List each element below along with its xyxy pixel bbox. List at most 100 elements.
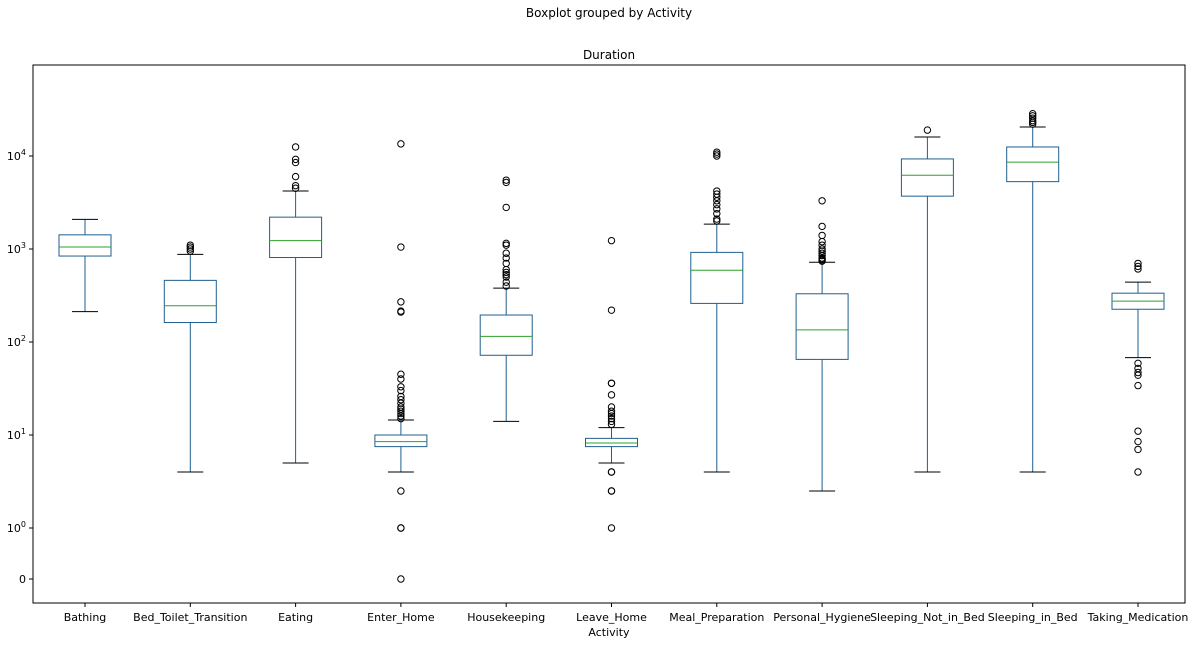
outlier-point — [397, 403, 405, 411]
outlier-point — [607, 417, 616, 426]
outlier-point — [713, 200, 721, 209]
outlier-point — [1134, 445, 1142, 454]
outlier-point — [502, 249, 510, 257]
outlier-point — [713, 187, 721, 195]
outlier-point — [923, 126, 932, 134]
outlier-point — [502, 203, 510, 212]
plot-area — [32, 64, 1186, 604]
outlier-point — [502, 273, 510, 281]
outlier-point — [607, 412, 616, 420]
box-series — [58, 109, 1165, 583]
x-tick-label: Eating — [278, 611, 313, 624]
outlier-point — [1134, 265, 1142, 273]
outlier-point — [186, 241, 195, 249]
outlier-point — [1134, 364, 1142, 373]
outlier-point — [397, 575, 405, 583]
y-tick-label: 103 — [7, 241, 26, 256]
outlier-point — [1134, 259, 1142, 268]
outlier-point — [607, 391, 616, 399]
box-Bed_Toilet_Transition — [163, 241, 217, 473]
outlier-point — [1134, 359, 1142, 368]
outlier-point — [818, 249, 826, 257]
outlier-point — [502, 282, 510, 290]
y-axis: 0 100 101 102 103 104 — [7, 148, 33, 586]
outlier-point — [607, 524, 616, 532]
outlier-point — [502, 239, 510, 248]
outlier-point — [291, 181, 300, 190]
outlier-point — [607, 403, 616, 411]
outlier-point — [397, 386, 405, 395]
outlier-point — [818, 222, 826, 231]
outlier-point — [186, 245, 195, 253]
outlier-point — [397, 370, 405, 378]
outlier-point — [1134, 368, 1142, 377]
x-tick-label: Meal_Preparation — [669, 611, 764, 624]
x-tick-label: Personal_Hygiene — [773, 611, 871, 624]
x-tick-label: Sleeping_Not_in_Bed — [870, 611, 985, 624]
y-tick-label: 100 — [7, 520, 26, 535]
y-tick-label: 104 — [7, 148, 26, 163]
outlier-point — [1134, 381, 1142, 390]
box-Meal_Preparation — [690, 148, 744, 473]
figure-suptitle: Boxplot grouped by Activity — [526, 6, 692, 20]
outlier-point — [502, 278, 510, 286]
outlier-point — [291, 155, 300, 164]
outlier-point — [291, 172, 300, 181]
outlier-point — [713, 205, 721, 213]
outlier-point — [397, 140, 405, 148]
outlier-point — [607, 236, 616, 245]
outlier-point — [502, 259, 510, 268]
iqr-box — [163, 279, 217, 324]
x-tick-label: Sleeping_in_Bed — [988, 611, 1078, 624]
outlier-point — [291, 143, 300, 151]
outlier-point — [397, 383, 405, 391]
x-tick-label: Enter_Home — [367, 611, 435, 624]
x-tick-label: Taking_Medication — [1087, 611, 1189, 624]
outlier-point — [1134, 427, 1142, 435]
box-Housekeeping — [479, 176, 533, 422]
outlier-point — [397, 414, 405, 423]
outlier-point — [713, 150, 721, 158]
outlier-point — [397, 487, 405, 495]
chart-title: Duration — [583, 48, 635, 62]
y-tick-label: 102 — [7, 334, 26, 349]
outlier-point — [1134, 437, 1142, 446]
outlier-point — [818, 231, 826, 240]
outlier-point — [291, 184, 300, 192]
outlier-point — [713, 209, 721, 218]
outlier-point — [713, 217, 721, 225]
outlier-point — [607, 306, 616, 314]
outlier-point — [607, 414, 616, 423]
outlier-point — [397, 395, 405, 404]
outlier-point — [291, 158, 300, 167]
outlier-point — [397, 412, 405, 420]
x-axis: Bathing Bed_Toilet_Transition Eating Enter_… — [64, 603, 1189, 624]
iqr-box — [58, 234, 112, 257]
x-axis-label: Activity — [588, 626, 630, 639]
outlier-point — [818, 254, 826, 262]
iqr-box — [585, 437, 638, 448]
outlier-point — [713, 190, 721, 198]
outlier-point — [397, 407, 405, 415]
box-Leave_Home — [585, 236, 638, 532]
outlier-point — [818, 241, 826, 249]
iqr-box — [900, 158, 954, 197]
box-Eating — [269, 143, 323, 464]
outlier-point — [713, 148, 721, 156]
outlier-point — [502, 176, 510, 184]
outlier-point — [397, 298, 405, 306]
outlier-point — [607, 407, 616, 415]
outlier-point — [1134, 262, 1142, 271]
x-tick-label: Bathing — [64, 611, 107, 624]
outlier-point — [186, 243, 195, 251]
outlier-point — [713, 152, 721, 160]
x-tick-label: Housekeeping — [467, 611, 545, 624]
outlier-point — [818, 245, 826, 253]
iqr-box — [690, 251, 744, 304]
outlier-point — [502, 270, 510, 279]
outlier-point — [502, 254, 510, 262]
outlier-point — [397, 524, 405, 532]
x-tick-label: Bed_Toilet_Transition — [133, 611, 247, 624]
